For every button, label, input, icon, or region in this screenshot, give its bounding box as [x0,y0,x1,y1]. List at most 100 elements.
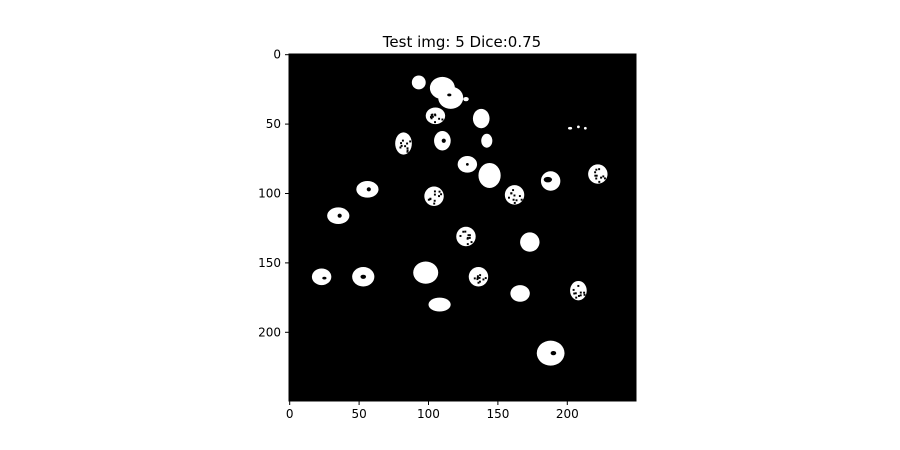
speckle-dot [462,230,465,233]
speckle-dot [476,278,479,281]
speckle-dot [406,147,409,150]
y-tick-label: 150 [258,256,281,270]
speckle-dot [520,198,523,201]
speckle-dot [579,291,582,294]
nucleus-blob [456,226,476,247]
speckle-dot [404,145,407,148]
speckle-dot [598,180,601,183]
speckle-dot [438,190,441,193]
nucleus-blob [478,162,501,188]
speckle-dot [484,277,487,280]
speckle-dot [433,202,436,205]
mask-hole [337,213,342,218]
speckle-dot [434,113,437,116]
nucleus-blob [570,280,587,301]
mask-holes [322,93,557,356]
speckle-dot [409,140,412,143]
speckle-dot [595,177,598,180]
nucleus-blob [583,126,587,130]
speckle-dot [433,199,436,202]
mask-hole [322,276,327,280]
x-tick-label: 0 [286,407,294,421]
speckle-dot [579,294,582,297]
speckle-dot [470,241,473,244]
nucleus-blob [428,297,451,312]
speckle-dot [583,293,586,296]
speckle-dot [476,275,479,278]
nucleus-blob [536,340,565,366]
mask-hole [465,162,469,166]
nucleus-blob [520,232,540,252]
speckle-dot [512,189,515,192]
speckle-dot [602,175,605,178]
image-panel [289,54,636,401]
x-tick-label: 200 [556,407,579,421]
y-tick-label: 100 [258,186,281,200]
mask-hole [550,351,557,356]
nucleus-blob [472,108,490,129]
mask-hole [441,138,446,143]
axes-frame [288,53,637,402]
speckle-dot [431,115,434,118]
speckle-dot [513,194,516,197]
nucleus-blob [411,75,426,90]
speckle-dot [572,288,575,291]
speckle-dot [434,121,436,124]
speckle-dot [430,117,433,120]
speckle-dot [400,142,403,145]
speckle-dot [510,192,513,195]
y-tick-label: 50 [266,117,281,131]
mask-hole [360,274,367,279]
nucleus-blob [577,125,580,129]
nucleus-blob [463,97,469,102]
mask-hole [447,93,452,97]
speckle-dot [512,198,515,201]
x-tick-label: 50 [351,407,366,421]
nucleus-blob [567,126,573,130]
speckle-dot [575,296,578,299]
speckle-dot [477,281,480,284]
speckle-dot [433,190,436,193]
speckle-dot [440,193,443,196]
speckle-dot [430,114,433,117]
speckle-dot [573,292,576,295]
speckle-dot [468,234,471,237]
speckle-dot [473,277,476,280]
plot-title: Test img: 5 Dice:0.75 [382,33,541,51]
speckle-dot [600,176,603,179]
speckle-dot [577,294,580,297]
speckle-dot [467,234,470,237]
speckle-dot [427,198,430,201]
speckle-dot [482,278,485,281]
nucleus-blob [311,268,332,286]
speckle-dot [433,193,436,196]
speckle-dot [583,291,586,294]
mask-hole [366,187,371,192]
speckle-dot [476,276,479,279]
speckle-dot [438,195,440,198]
speckle-dot [406,142,409,145]
speckle-dot [406,149,409,152]
speckle-dot [429,116,432,118]
speckle-dot [507,196,510,199]
y-tick-label: 200 [258,325,281,339]
speckle-dot [513,201,516,204]
speckle-dot [406,150,409,153]
speckle-dot [595,174,598,177]
speckle-dot [441,118,444,121]
nucleus-blob [413,261,439,284]
speckle-dot [603,177,606,180]
y-axis: 0 50 100 150 200 [258,48,289,339]
speckle-dot [399,146,402,149]
speckle-dot [577,284,580,287]
speckle-dot [468,236,471,239]
speckle-dot [478,280,481,283]
speckle-dot [464,230,467,233]
speckle-dot [595,168,598,171]
speckle-dot [438,117,441,120]
speckle-dot [401,139,404,142]
speckle-dot [479,274,482,277]
speckle-dot [574,292,577,295]
nucleus-blob [481,133,493,148]
